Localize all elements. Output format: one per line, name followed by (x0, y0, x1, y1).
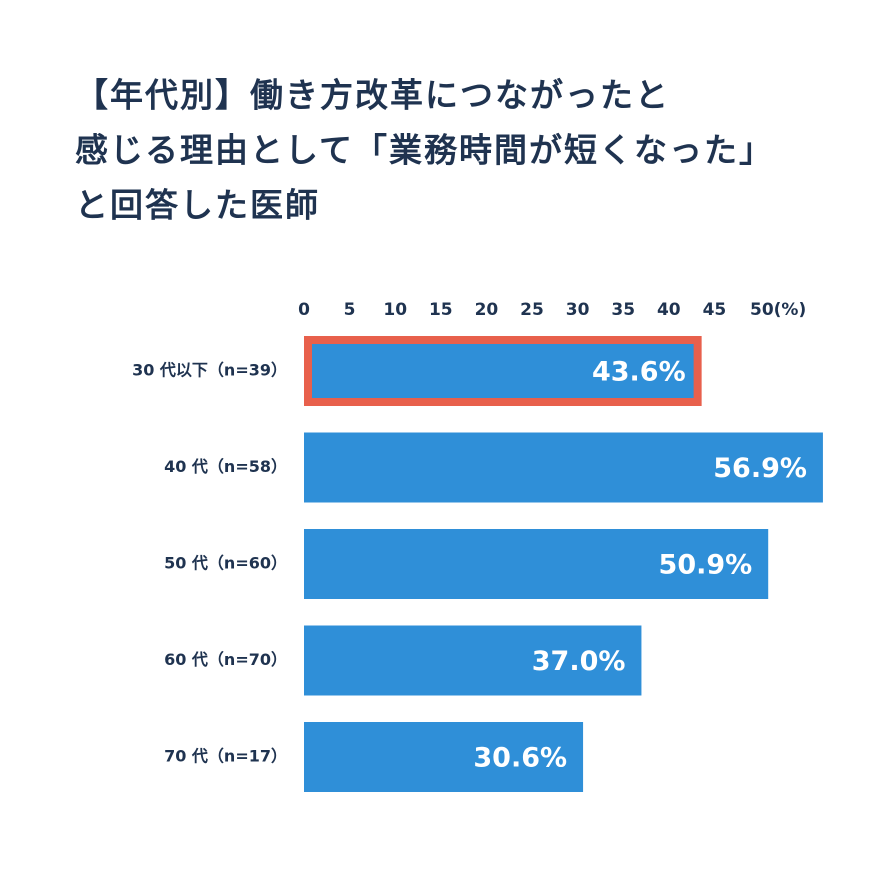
category-label: 50 代（n=60） (164, 554, 287, 573)
x-tick-label: 30 (566, 300, 590, 320)
x-tick-label: 25 (520, 300, 544, 320)
category-label: 30 代以下（n=39） (132, 361, 287, 380)
data-label: 43.6% (592, 357, 686, 388)
bar (304, 625, 642, 696)
data-label: 37.0% (532, 646, 626, 677)
chart-title: 【年代別】働き方改革につながったと (75, 76, 670, 115)
x-tick-label: 40 (657, 300, 681, 320)
category-label: 60 代（n=70） (164, 650, 287, 669)
chart-title: と回答した医師 (75, 186, 320, 225)
x-tick-label: 15 (429, 300, 453, 320)
chart-title: 感じる理由として「業務時間が短くなった」 (75, 131, 774, 170)
x-tick-label: 10 (383, 300, 407, 320)
x-tick-label: 0 (298, 300, 310, 320)
bar (304, 432, 823, 503)
x-tick-label: 45 (703, 300, 727, 320)
x-tick-label: 35 (611, 300, 635, 320)
x-tick-label: 50(%) (750, 300, 806, 320)
data-label: 30.6% (473, 743, 567, 774)
bar (304, 529, 769, 599)
category-label: 70 代（n=17） (164, 747, 287, 766)
bar-inner (312, 344, 694, 398)
bar (304, 722, 584, 792)
data-label: 50.9% (659, 550, 753, 581)
data-label: 56.9% (713, 453, 807, 484)
x-tick-label: 5 (344, 300, 356, 320)
x-tick-label: 20 (475, 300, 499, 320)
category-label: 40 代（n=58） (164, 457, 287, 476)
